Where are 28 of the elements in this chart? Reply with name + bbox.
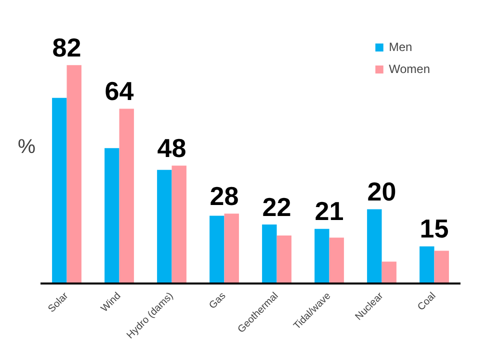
bar — [119, 108, 134, 284]
annotation: 64 — [104, 76, 134, 106]
annotation: 20 — [367, 176, 396, 207]
annotation: 15 — [420, 214, 449, 244]
bar — [157, 170, 172, 284]
legend-label: Women — [388, 62, 430, 76]
bar — [172, 166, 186, 284]
bar — [210, 216, 224, 284]
bar — [329, 238, 344, 284]
annotation: 28 — [210, 180, 239, 211]
bar — [66, 65, 82, 284]
bar — [382, 262, 396, 284]
bar — [367, 209, 382, 284]
legend-label: Men — [388, 40, 412, 54]
bar — [104, 148, 120, 284]
bar — [224, 214, 239, 284]
bar — [434, 250, 449, 284]
bar — [420, 246, 434, 284]
y-axis-title: % — [18, 136, 36, 158]
bar — [262, 224, 277, 284]
bar — [276, 235, 292, 284]
text: 82 — [52, 32, 82, 62]
bar — [314, 228, 330, 284]
annotation: 22 — [262, 192, 292, 222]
annotation: 48 — [157, 132, 186, 163]
x-tick-label: Gas — [207, 290, 228, 312]
bar — [52, 98, 67, 284]
annotation: 21 — [314, 196, 344, 226]
